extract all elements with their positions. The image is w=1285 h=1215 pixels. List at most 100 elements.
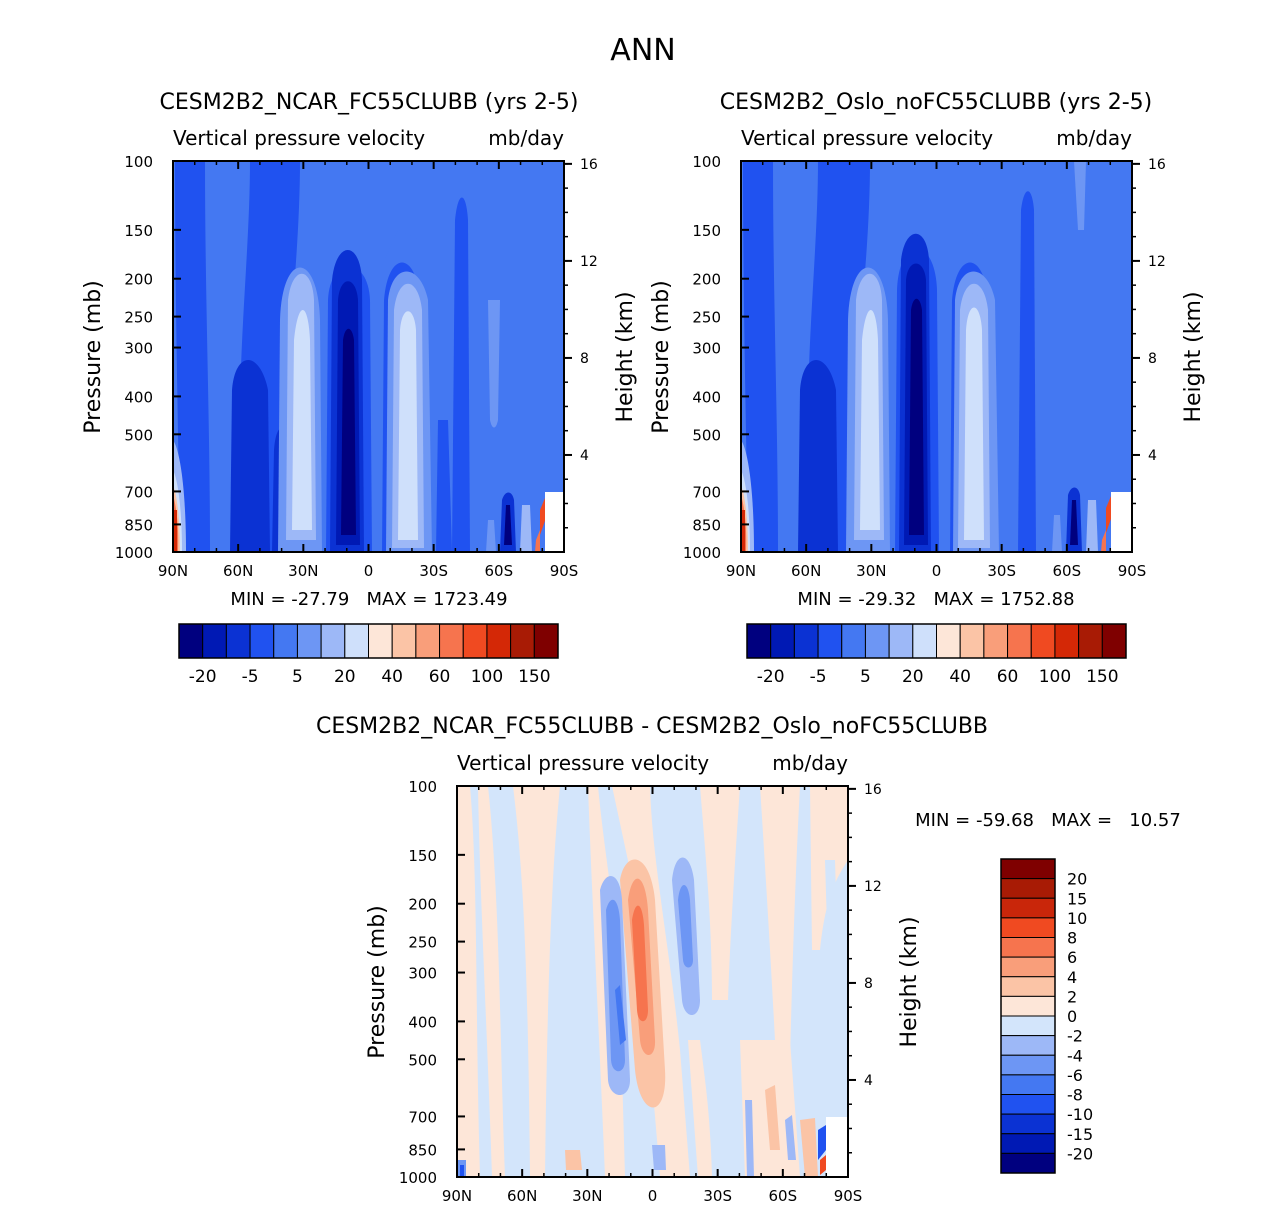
panel-a-y-tick-label: 700 [124, 483, 153, 501]
panel-diff-height-tick-label: 12 [864, 879, 882, 895]
panel-a-y-axis: 100 150 200 250 300 400 500 700 850 1000 [115, 153, 181, 562]
figure-title: ANN [610, 33, 675, 68]
panel-diff-colorbar-swatch [1000, 1152, 1056, 1174]
panel-diff-y-tick-label: 700 [408, 1108, 437, 1126]
panel-b-height-tick-label: 4 [1148, 448, 1157, 464]
panel-diff-colorbar-label: -15 [1067, 1125, 1093, 1144]
panel-diff-colorbar-label: 6 [1067, 948, 1077, 967]
panel-a-y-tick-label: 200 [124, 271, 153, 289]
panel-diff-height-tick-label: 16 [864, 782, 882, 798]
panel-b-x-tick-label: 60N [791, 562, 821, 580]
panel-diff-colorbar-swatch [1000, 878, 1056, 899]
panel-diff-colorbar-swatch [1000, 1054, 1056, 1076]
panel-diff-height-label: Height (km) [897, 916, 922, 1047]
panel-b-title: CESM2B2_Oslo_noFC55CLUBB (yrs 2-5) [720, 90, 1152, 115]
panel-b-colorbar-swatch [1007, 623, 1032, 659]
panel-a-colorbar-swatch [178, 623, 204, 659]
panel-a-colorbar-label: 20 [334, 667, 356, 687]
panel-b-y-label: Pressure (mb) [649, 280, 674, 434]
panel-model-a: CESM2B2_NCAR_FC55CLUBB (yrs 2-5) Vertica… [81, 90, 638, 687]
panel-diff-x-tick-label: 90N [442, 1187, 472, 1205]
panel-b-colorbar-swatch [841, 623, 866, 659]
panel-b-colorbar-swatch [959, 623, 985, 659]
panel-diff-colorbar-swatch [1000, 1094, 1056, 1115]
panel-diff-height-tick-label: 4 [864, 1073, 873, 1089]
panel-diff-x-tick-label: 30N [572, 1187, 602, 1205]
panel-b-colorbar: -20 -5 5 20 40 60 100 150 [746, 623, 1127, 687]
panel-b-height-tick-label: 12 [1148, 254, 1166, 270]
panel-diff-height-axis: 16 12 8 4 [848, 782, 882, 1154]
panel-diff-y-label: Pressure (mb) [365, 905, 390, 1059]
panel-b-colorbar-label: -20 [757, 667, 785, 687]
panel-diff-stats: MIN = -59.68 MAX = 10.57 [915, 810, 1181, 831]
panel-diff-y-axis: 100 150 200 250 300 400 500 700 850 1000 [399, 778, 465, 1187]
panel-a-colorbar-swatch [368, 623, 393, 659]
panel-b-colorbar-swatch [1101, 623, 1127, 659]
panel-a-y-tick-label: 100 [124, 153, 153, 171]
panel-b-colorbar-swatch [936, 623, 961, 659]
panel-b-colorbar-swatch [1030, 623, 1056, 659]
panel-diff-colorbar-swatch [1000, 1074, 1056, 1095]
panel-diff-colorbar-swatch [1000, 897, 1056, 919]
panel-a-colorbar-label: 60 [429, 667, 451, 687]
panel-a-x-tick-label: 30N [288, 562, 318, 580]
panel-a-x-tick-label: 0 [364, 562, 374, 580]
panel-b-x-tick-label: 60S [1053, 562, 1082, 580]
panel-b-colorbar-swatch [770, 623, 795, 659]
panel-b-x-tick-label: 90S [1118, 562, 1147, 580]
panel-b-contour-field [741, 161, 1132, 552]
panel-b-height-tick-label: 8 [1148, 351, 1157, 367]
panel-diff-subtitle-variable: Vertical pressure velocity [457, 751, 709, 775]
panel-diff-colorbar-label: 20 [1067, 870, 1087, 889]
panel-b-colorbar-swatch [912, 623, 937, 659]
panel-diff-colorbar-swatch [1000, 917, 1056, 938]
panel-diff-colorbar-label: -6 [1067, 1066, 1083, 1085]
panel-diff-colorbar-label: -4 [1067, 1046, 1083, 1065]
panel-diff-x-tick-label: 60S [769, 1187, 798, 1205]
panel-b-colorbar-frame [746, 623, 1127, 659]
panel-diff-colorbar-label: 10 [1067, 909, 1087, 928]
panel-a-height-axis: 16 12 8 4 [564, 157, 598, 529]
panel-b-y-tick-label: 850 [692, 516, 721, 534]
panel-diff-colorbar-label: -20 [1067, 1144, 1093, 1163]
panel-a-colorbar-frame [178, 623, 559, 659]
panel-difference: CESM2B2_NCAR_FC55CLUBB - CESM2B2_Oslo_no… [316, 714, 1181, 1205]
panel-a-y-tick-label: 850 [124, 516, 153, 534]
panel-diff-x-tick-label: 90S [834, 1187, 863, 1205]
panel-b-y-tick-label: 400 [692, 388, 721, 406]
panel-b-colorbar-label: 150 [1086, 667, 1118, 687]
panel-a-y-tick-label: 1000 [115, 544, 153, 562]
panel-a-colorbar-swatch [344, 623, 369, 659]
panel-a-colorbar-swatch [486, 623, 512, 659]
panel-a-colorbar-label: 5 [292, 667, 303, 687]
panel-b-subtitle-units: mb/day [1056, 126, 1132, 150]
panel-a-height-tick-label: 4 [580, 448, 589, 464]
panel-a-height-tick-label: 12 [580, 254, 598, 270]
panel-b-colorbar-swatch [1054, 623, 1080, 659]
panel-diff-colorbar-label: 8 [1067, 929, 1077, 948]
panel-a-colorbar-label: 100 [471, 667, 503, 687]
panel-b-height-axis: 16 12 8 4 [1132, 157, 1166, 529]
panel-diff-y-tick-label: 300 [408, 965, 437, 983]
panel-a-y-label: Pressure (mb) [81, 280, 106, 434]
panel-a-y-tick-label: 300 [124, 340, 153, 358]
panel-diff-colorbar-label: 4 [1067, 968, 1077, 987]
panel-b-y-tick-label: 300 [692, 340, 721, 358]
panel-a-height-tick-label: 8 [580, 351, 589, 367]
panel-b-x-tick-label: 30S [987, 562, 1016, 580]
panel-b-height-tick-label: 16 [1148, 157, 1166, 173]
panel-b-colorbar-swatch [793, 623, 819, 659]
panel-a-y-tick-label: 400 [124, 388, 153, 406]
panel-a-colorbar-swatch [202, 623, 227, 659]
panel-b-y-tick-label: 100 [692, 153, 721, 171]
panel-a-x-tick-label: 60S [485, 562, 514, 580]
panel-diff-colorbar-label: 15 [1067, 889, 1087, 908]
panel-diff-colorbar-swatch [1000, 976, 1056, 997]
panel-diff-colorbar-swatch [1000, 858, 1056, 880]
panel-a-y-tick-label: 250 [124, 309, 153, 327]
panel-a-colorbar-swatch [533, 623, 559, 659]
panel-b-x-tick-label: 0 [932, 562, 942, 580]
panel-a-x-tick-label: 60N [223, 562, 253, 580]
panel-diff-x-tick-label: 0 [648, 1187, 658, 1205]
